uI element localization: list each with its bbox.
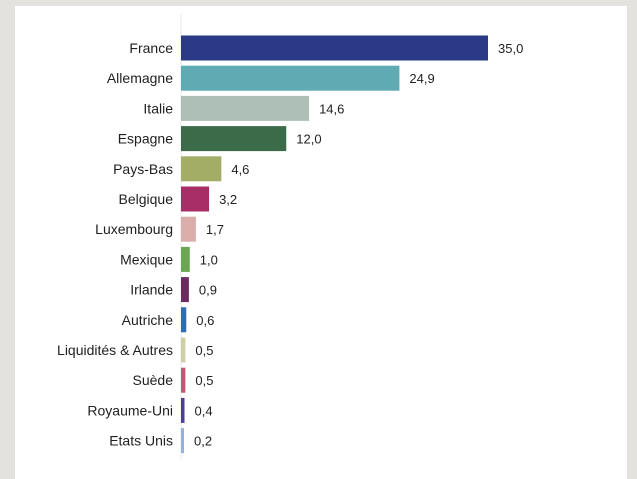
bar-12 xyxy=(181,397,185,423)
bar-13 xyxy=(181,428,184,454)
value-label: 1,0 xyxy=(200,252,218,267)
category-label: Espagne xyxy=(118,131,173,147)
bar-3 xyxy=(181,126,287,152)
bar-1 xyxy=(181,65,400,91)
value-label: 35,0 xyxy=(498,41,523,56)
bar-9 xyxy=(181,307,187,333)
bar-10 xyxy=(181,337,186,363)
category-label: Mexique xyxy=(120,251,173,267)
category-label: Etats Unis xyxy=(109,433,173,449)
bar-8 xyxy=(181,277,189,303)
value-label: 1,7 xyxy=(206,222,224,237)
bar-11 xyxy=(181,367,186,393)
value-label: 4,6 xyxy=(231,162,249,177)
category-label: Belgique xyxy=(119,191,174,207)
category-label: Irlande xyxy=(130,282,173,298)
category-label: Pays-Bas xyxy=(113,161,173,177)
value-label: 0,9 xyxy=(199,283,217,298)
bar-0 xyxy=(181,35,488,61)
value-label: 0,5 xyxy=(195,343,213,358)
value-label: 24,9 xyxy=(409,71,434,86)
value-label: 0,5 xyxy=(195,373,213,388)
bar-4 xyxy=(181,156,222,182)
category-label: Autriche xyxy=(122,312,174,328)
value-label: 12,0 xyxy=(296,132,321,147)
bar-5 xyxy=(181,186,210,212)
category-label: France xyxy=(129,40,173,56)
value-label: 3,2 xyxy=(219,192,237,207)
category-label: Liquidités & Autres xyxy=(57,342,173,358)
category-label: Italie xyxy=(143,100,173,116)
category-label: Royaume-Uni xyxy=(87,402,173,418)
category-label: Luxembourg xyxy=(95,221,173,237)
bar-6 xyxy=(181,216,196,242)
category-label: Allemagne xyxy=(107,70,173,86)
category-label: Suède xyxy=(133,372,174,388)
value-label: 0,6 xyxy=(196,313,214,328)
value-label: 0,2 xyxy=(194,434,212,449)
value-label: 0,4 xyxy=(195,403,213,418)
bar-7 xyxy=(181,246,190,272)
bar-2 xyxy=(181,95,310,121)
value-label: 14,6 xyxy=(319,101,344,116)
